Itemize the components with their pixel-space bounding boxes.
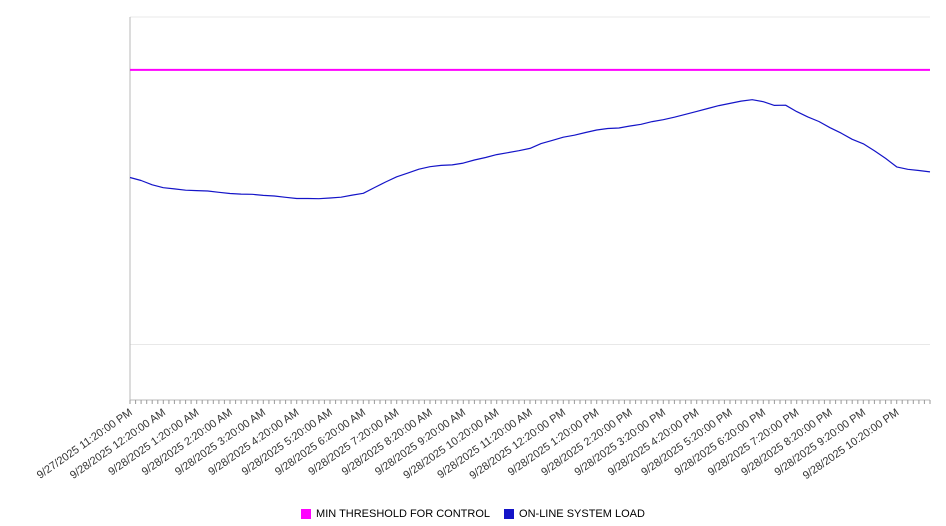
legend-label-min-threshold: MIN THRESHOLD FOR CONTROL [316,508,491,520]
legend-item-min-threshold[interactable]: MIN THRESHOLD FOR CONTROL [301,508,490,520]
online-system-load-line [129,99,931,200]
legend-item-system-load[interactable]: ON-LINE SYSTEM LOAD [504,508,645,520]
min-threshold-swatch-icon [301,509,312,519]
chart-legend: MIN THRESHOLD FOR CONTROL ON-LINE SYSTEM… [0,508,946,520]
system-load-swatch-icon [504,509,515,519]
legend-label-system-load: ON-LINE SYSTEM LOAD [519,508,645,520]
